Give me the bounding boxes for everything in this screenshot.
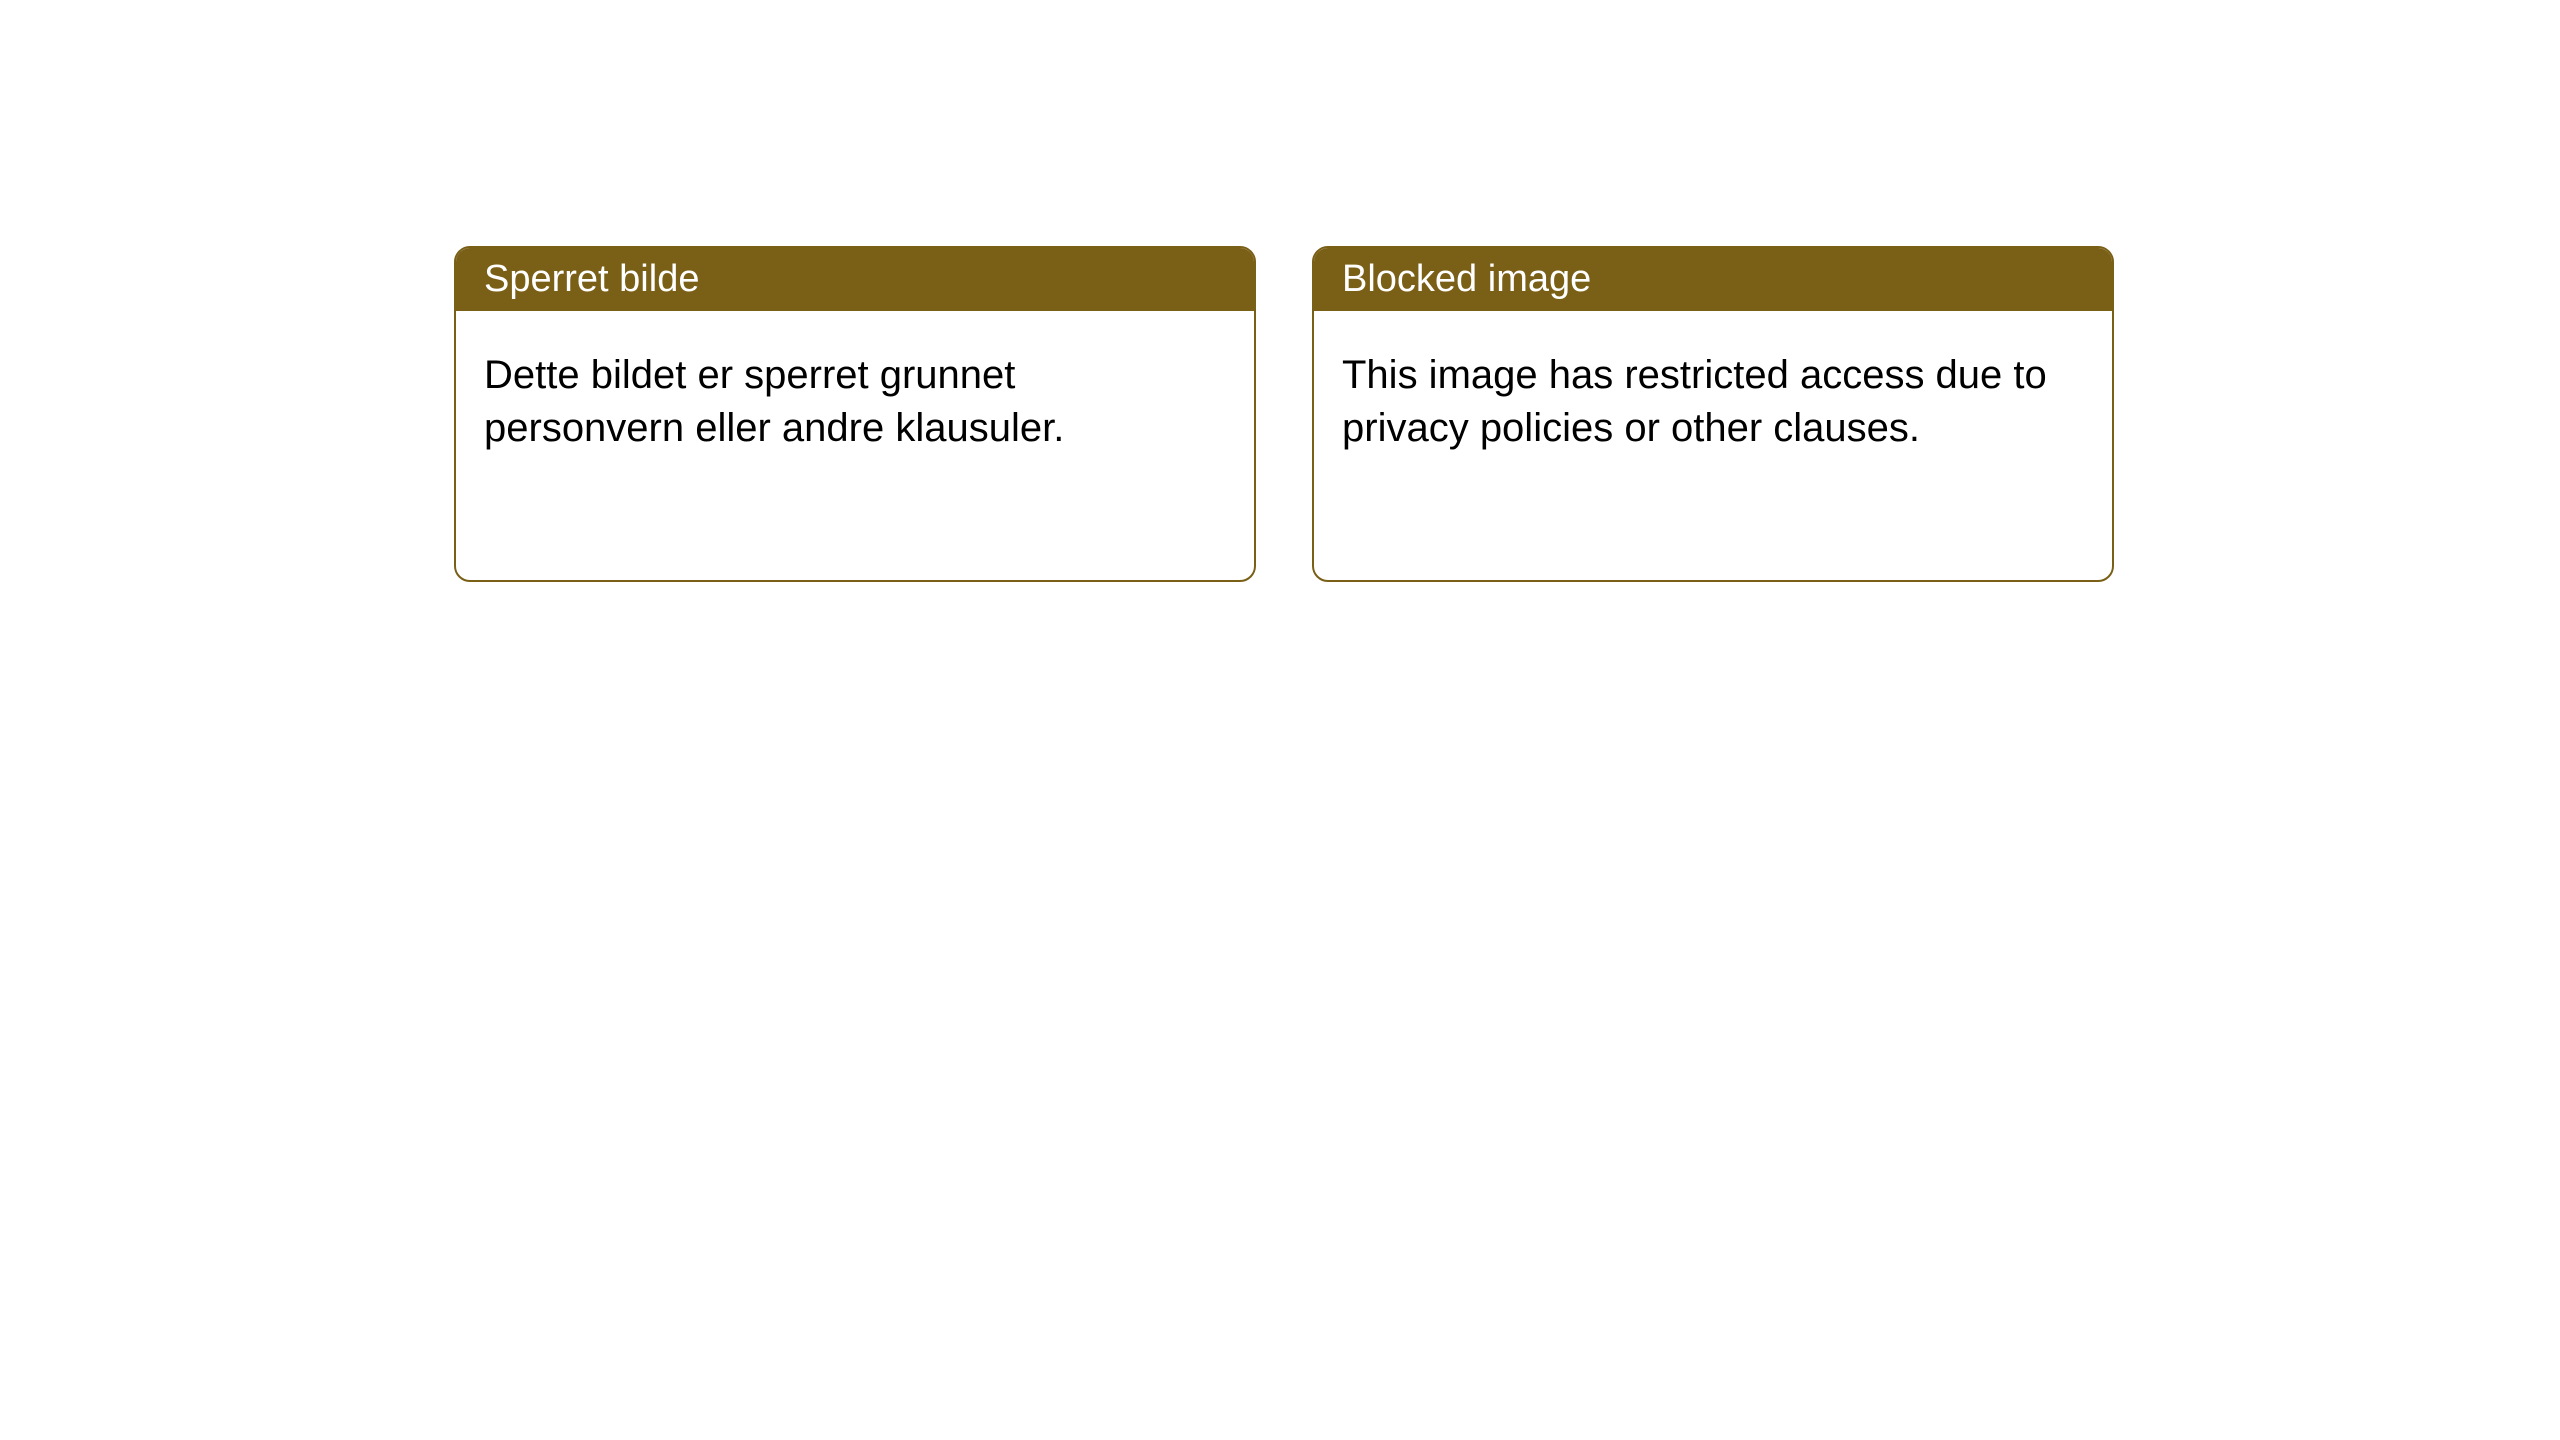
notice-body: Dette bildet er sperret grunnet personve… bbox=[456, 311, 1254, 493]
notice-card-english: Blocked image This image has restricted … bbox=[1312, 246, 2114, 582]
notice-card-norwegian: Sperret bilde Dette bildet er sperret gr… bbox=[454, 246, 1256, 582]
notice-header: Blocked image bbox=[1314, 248, 2112, 311]
notice-container: Sperret bilde Dette bildet er sperret gr… bbox=[0, 0, 2560, 582]
notice-header: Sperret bilde bbox=[456, 248, 1254, 311]
notice-body: This image has restricted access due to … bbox=[1314, 311, 2112, 493]
